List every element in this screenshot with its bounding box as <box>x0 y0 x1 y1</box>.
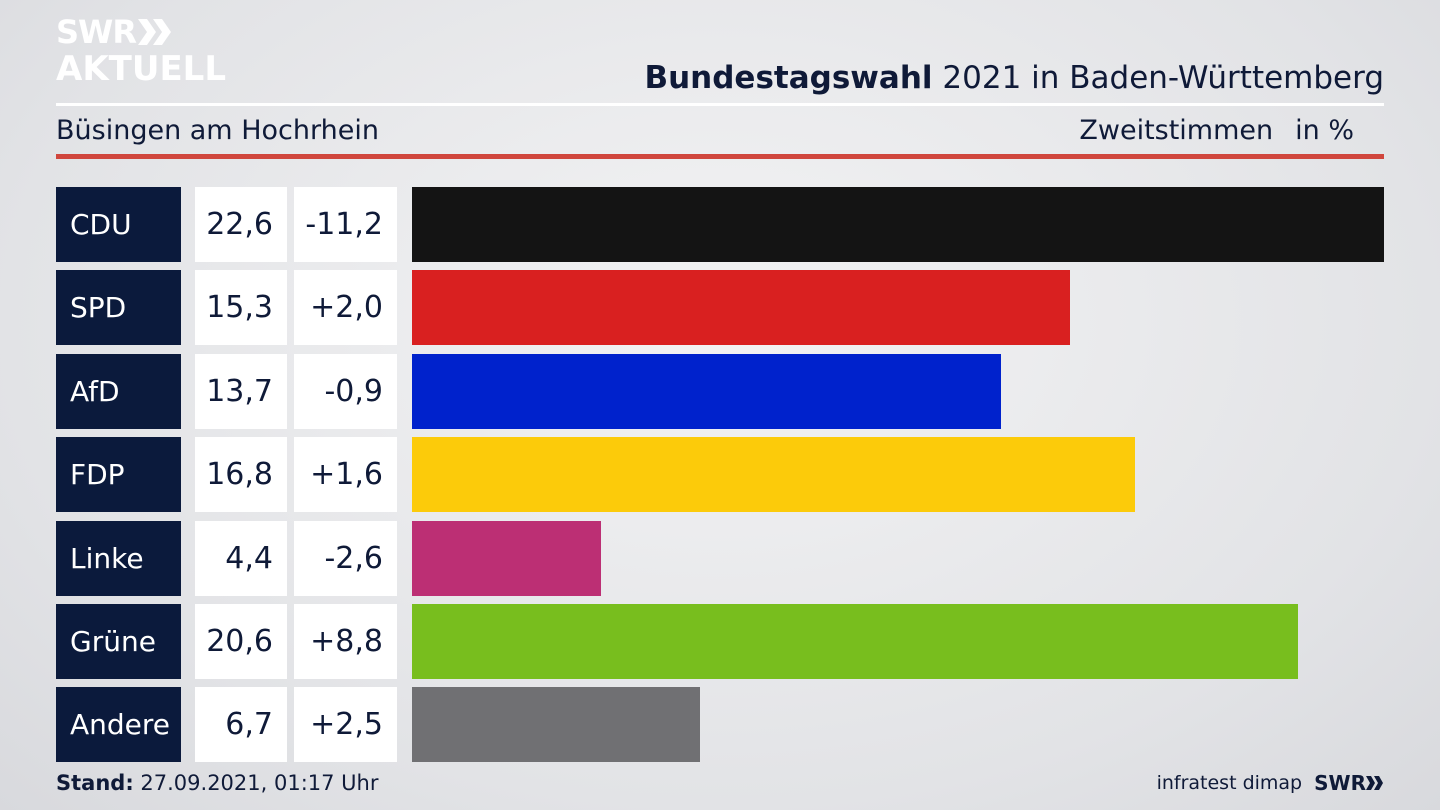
party-row-linke: Linke 4,4 -2,6 <box>56 520 1384 596</box>
bar-andere <box>412 687 701 763</box>
location-label: Büsingen am Hochrhein <box>56 115 379 146</box>
source-credit: infratest dimap SWR <box>1157 771 1384 795</box>
swr-aktuell-logo: SWR AKTUELL <box>56 16 226 86</box>
page-title: Bundestagswahl 2021 in Baden-Württemberg <box>644 60 1384 96</box>
change-label: +8,8 <box>294 604 397 679</box>
divider-red <box>56 154 1384 159</box>
unit-label: in % <box>1295 115 1354 146</box>
change-label: +2,0 <box>294 270 397 346</box>
title-bold: Bundestagswahl <box>644 60 933 96</box>
double-chevron-icon <box>137 19 171 45</box>
stand-label: Stand: <box>56 771 134 795</box>
value-label: 4,4 <box>195 520 287 596</box>
swr-footer-text: SWR <box>1314 771 1366 795</box>
logo-aktuell-text: AKTUELL <box>56 49 227 89</box>
change-label: +1,6 <box>294 437 397 513</box>
timestamp: Stand: 27.09.2021, 01:17 Uhr <box>56 771 379 795</box>
bar-afd <box>412 353 1002 429</box>
swr-footer-logo: SWR <box>1314 771 1384 795</box>
party-label: FDP <box>56 437 181 513</box>
party-label: AfD <box>56 353 181 429</box>
value-label: 16,8 <box>195 437 287 513</box>
bar-linke <box>412 520 602 596</box>
change-label: -11,2 <box>294 187 397 262</box>
double-chevron-small-icon <box>1366 776 1383 790</box>
bar-spd <box>412 270 1071 346</box>
party-row-andere: Andere 6,7 +2,5 <box>56 687 1384 763</box>
measure-label: Zweitstimmen <box>1079 115 1274 146</box>
change-label: -0,9 <box>294 353 397 429</box>
value-label: 22,6 <box>195 187 287 262</box>
party-label: Andere <box>56 687 181 763</box>
bar-grüne <box>412 604 1298 679</box>
party-label: CDU <box>56 187 181 262</box>
party-row-grüne: Grüne 20,6 +8,8 <box>56 604 1384 679</box>
party-label: Grüne <box>56 604 181 679</box>
stand-value: 27.09.2021, 01:17 Uhr <box>133 771 379 795</box>
party-row-fdp: FDP 16,8 +1,6 <box>56 437 1384 513</box>
party-row-afd: AfD 13,7 -0,9 <box>56 353 1384 429</box>
party-row-spd: SPD 15,3 +2,0 <box>56 270 1384 346</box>
value-label: 20,6 <box>195 604 287 679</box>
party-label: Linke <box>56 520 181 596</box>
change-label: +2,5 <box>294 687 397 763</box>
value-label: 6,7 <box>195 687 287 763</box>
party-row-cdu: CDU 22,6 -11,2 <box>56 187 1384 262</box>
divider-white <box>56 103 1384 106</box>
source-label: infratest dimap <box>1156 772 1303 794</box>
change-label: -2,6 <box>294 520 397 596</box>
value-label: 15,3 <box>195 270 287 346</box>
logo-swr-text: SWR <box>56 13 137 51</box>
value-label: 13,7 <box>195 353 287 429</box>
bar-cdu <box>412 187 1384 262</box>
title-rest: 2021 in Baden-Württemberg <box>932 60 1384 96</box>
bar-fdp <box>412 437 1135 513</box>
party-label: SPD <box>56 270 181 346</box>
measure-unit-header: Zweitstimmen in % <box>1079 115 1354 146</box>
